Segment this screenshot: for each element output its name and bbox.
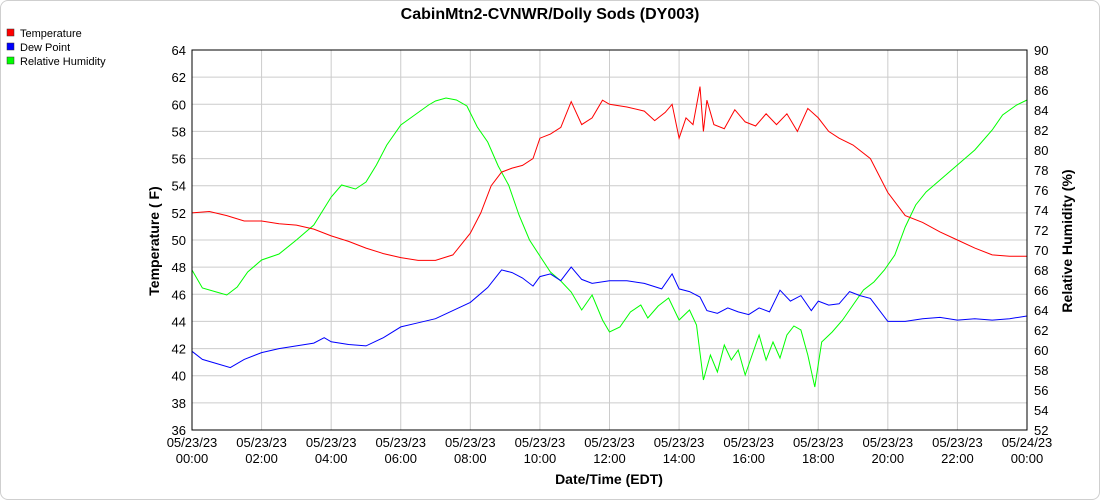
y-tick-label-left: 48 [172,260,186,275]
y-tick-label-right: 72 [1034,223,1048,238]
y-tick-label-right: 56 [1034,383,1048,398]
x-tick-time: 04:00 [315,451,348,466]
x-tick-date: 05/23/23 [515,435,566,450]
y-tick-label-right: 58 [1034,363,1048,378]
x-tick-time: 18:00 [802,451,835,466]
x-tick-date: 05/23/23 [584,435,635,450]
legend-label-dew-point: Dew Point [20,42,70,54]
y-tick-label-left: 52 [172,206,186,221]
y-tick-label-left: 62 [172,70,186,85]
x-tick-label: 05/23/23 00:00 [167,435,218,466]
x-tick-label: 05/23/23 10:00 [515,435,566,466]
legend-swatch-dew-point [6,42,15,51]
x-tick-label: 05/24/23 00:00 [1002,435,1053,466]
y-tick-label-right: 82 [1034,123,1048,138]
y-axis-title-right: Relative Humidity (%) [1059,169,1075,312]
x-tick-time: 06:00 [384,451,417,466]
y-tick-label-right: 66 [1034,283,1048,298]
y-tick-label-left: 44 [172,314,186,329]
y-tick-label-left: 54 [172,179,186,194]
series-line-relative-humidity [191,97,1028,388]
legend-item-dew-point: Dew Point [6,42,70,54]
y-tick-label-left: 38 [172,396,186,411]
y-tick-label-left: 58 [172,124,186,139]
x-tick-time: 10:00 [524,451,557,466]
x-tick-time: 20:00 [872,451,905,466]
y-tick-label-left: 46 [172,287,186,302]
x-tick-time: 14:00 [663,451,696,466]
x-tick-label: 05/23/23 22:00 [932,435,983,466]
y-tick-label-right: 74 [1034,203,1048,218]
y-tick-label-right: 68 [1034,263,1048,278]
y-tick-label-left: 36 [172,423,186,438]
gridlines [191,49,1028,431]
legend-swatch-relative-humidity [6,56,15,65]
series-line-temperature [191,86,1027,261]
legend-swatch-temperature [6,28,15,37]
x-tick-label: 05/23/23 14:00 [654,435,705,466]
x-tick-time: 16:00 [732,451,765,466]
x-tick-label: 05/23/23 18:00 [793,435,844,466]
x-tick-label: 05/23/23 04:00 [306,435,357,466]
x-tick-label: 05/23/23 12:00 [584,435,635,466]
x-tick-date: 05/23/23 [932,435,983,450]
series-lines [191,86,1028,388]
y-tick-label-right: 62 [1034,323,1048,338]
x-tick-date: 05/23/23 [167,435,218,450]
plot-area-border [191,49,1028,431]
y-tick-label-right: 54 [1034,403,1048,418]
y-tick-label-right: 90 [1034,43,1048,58]
x-tick-date: 05/24/23 [1002,435,1053,450]
y-tick-label-left: 56 [172,152,186,167]
y-tick-label-left: 40 [172,369,186,384]
x-tick-date: 05/23/23 [793,435,844,450]
x-axis-title: Date/Time (EDT) [555,471,663,487]
x-tick-date: 05/23/23 [723,435,774,450]
y-tick-label-right: 60 [1034,343,1048,358]
x-tick-date: 05/23/23 [375,435,426,450]
y-tick-label-left: 60 [172,97,186,112]
x-tick-label: 05/23/23 16:00 [723,435,774,466]
x-tick-time: 00:00 [176,451,209,466]
y-tick-label-right: 78 [1034,163,1048,178]
y-tick-label-right: 64 [1034,303,1048,318]
x-tick-date: 05/23/23 [236,435,287,450]
y-tick-label-right: 52 [1034,423,1048,438]
y-axis-title-left: Temperature ( F) [146,186,162,295]
legend-item-temperature: Temperature [6,28,82,40]
series-line-dew-point [191,266,1028,369]
y-tick-label-left: 50 [172,233,186,248]
x-tick-time: 12:00 [593,451,626,466]
y-tick-label-left: 42 [172,342,186,357]
x-tick-date: 05/23/23 [863,435,914,450]
x-tick-date: 05/23/23 [306,435,357,450]
legend-item-relative-humidity: Relative Humidity [6,56,106,68]
x-tick-time: 02:00 [245,451,278,466]
y-tick-label-right: 86 [1034,83,1048,98]
legend-label-relative-humidity: Relative Humidity [20,56,106,68]
y-tick-label-right: 88 [1034,63,1048,78]
x-tick-time: 08:00 [454,451,487,466]
y-tick-label-right: 84 [1034,103,1048,118]
x-tick-time: 22:00 [941,451,974,466]
chart-title: CabinMtn2-CVNWR/Dolly Sods (DY003) [401,6,700,23]
y-tick-label-right: 70 [1034,243,1048,258]
x-tick-date: 05/23/23 [654,435,705,450]
y-tick-label-left: 64 [172,43,186,58]
y-tick-label-right: 76 [1034,183,1048,198]
x-tick-label: 05/23/23 02:00 [236,435,287,466]
x-tick-label: 05/23/23 08:00 [445,435,496,466]
tick-labels: 36 38 40 42 44 46 48 50 52 54 56 58 60 62 64 52 54 56 58 60… [167,43,1053,466]
y-tick-label-right: 80 [1034,143,1048,158]
x-tick-date: 05/23/23 [445,435,496,450]
x-tick-label: 05/23/23 06:00 [375,435,426,466]
legend-label-temperature: Temperature [20,28,82,40]
legend: Temperature Dew Point Relative Humidity [6,28,106,68]
x-tick-time: 00:00 [1011,451,1044,466]
x-tick-label: 05/23/23 20:00 [863,435,914,466]
